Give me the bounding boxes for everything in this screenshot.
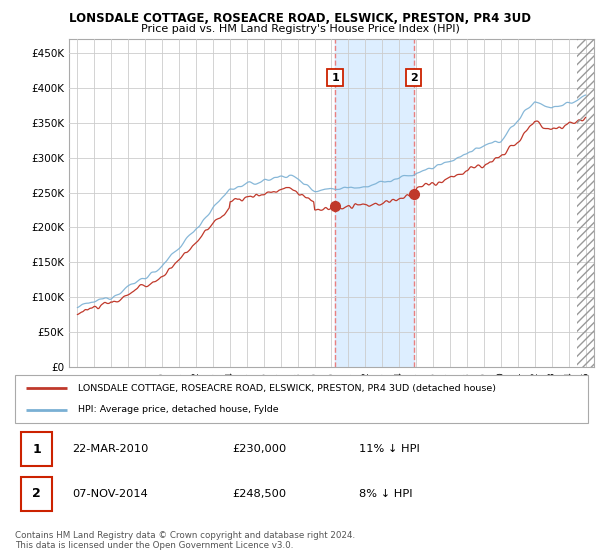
Text: £230,000: £230,000 — [233, 444, 287, 454]
Text: LONSDALE COTTAGE, ROSEACRE ROAD, ELSWICK, PRESTON, PR4 3UD (detached house): LONSDALE COTTAGE, ROSEACRE ROAD, ELSWICK… — [78, 384, 496, 393]
FancyBboxPatch shape — [21, 477, 52, 511]
Text: 2: 2 — [32, 487, 41, 500]
Text: LONSDALE COTTAGE, ROSEACRE ROAD, ELSWICK, PRESTON, PR4 3UD: LONSDALE COTTAGE, ROSEACRE ROAD, ELSWICK… — [69, 12, 531, 25]
FancyBboxPatch shape — [15, 375, 588, 423]
Text: 07-NOV-2014: 07-NOV-2014 — [73, 489, 148, 499]
Text: 8% ↓ HPI: 8% ↓ HPI — [359, 489, 412, 499]
Text: HPI: Average price, detached house, Fylde: HPI: Average price, detached house, Fyld… — [78, 405, 278, 414]
Text: 22-MAR-2010: 22-MAR-2010 — [73, 444, 149, 454]
FancyBboxPatch shape — [21, 432, 52, 466]
Bar — [577, 39, 594, 367]
Text: 1: 1 — [331, 73, 339, 82]
Bar — [335, 39, 413, 367]
Text: 2: 2 — [410, 73, 418, 82]
Text: 1: 1 — [32, 442, 41, 455]
Text: Contains HM Land Registry data © Crown copyright and database right 2024.
This d: Contains HM Land Registry data © Crown c… — [15, 530, 355, 550]
Text: 11% ↓ HPI: 11% ↓ HPI — [359, 444, 419, 454]
Text: £248,500: £248,500 — [233, 489, 287, 499]
Text: Price paid vs. HM Land Registry's House Price Index (HPI): Price paid vs. HM Land Registry's House … — [140, 24, 460, 34]
